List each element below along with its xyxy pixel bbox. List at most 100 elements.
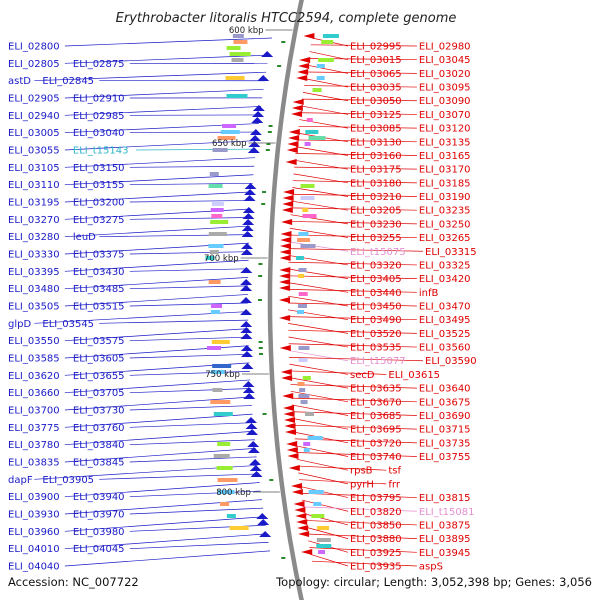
reverse-gene-arrow bbox=[279, 279, 291, 285]
leader-line bbox=[129, 371, 250, 376]
feature-block bbox=[302, 376, 311, 380]
gene-label: ELI_03005 bbox=[8, 128, 60, 139]
gene-label: ELI_03125 bbox=[350, 110, 402, 121]
forward-gene-arrow bbox=[240, 249, 253, 255]
feature-block bbox=[300, 244, 316, 248]
tick-label: 750 kbp bbox=[205, 370, 240, 380]
gene-label: ELI_03210 bbox=[350, 192, 402, 203]
gene-label: ELI_04045 bbox=[73, 544, 125, 555]
feature-block bbox=[213, 412, 233, 416]
gene-label: ELI_03635 bbox=[350, 384, 402, 395]
gene-label: ELI_03695 bbox=[350, 425, 402, 436]
gene-label: ELI_03935 bbox=[350, 562, 402, 573]
reverse-gene-arrow bbox=[279, 285, 291, 291]
leader-line bbox=[291, 397, 417, 403]
feature-block bbox=[226, 94, 248, 98]
reverse-gene-arrow bbox=[280, 369, 292, 375]
forward-gene-arrow bbox=[240, 333, 253, 339]
gene-label: leuD bbox=[73, 232, 96, 243]
leader-line bbox=[289, 357, 424, 362]
forward-gene-arrow bbox=[252, 111, 265, 117]
feature-marker bbox=[259, 353, 264, 355]
feature-block bbox=[299, 388, 306, 392]
feature-marker bbox=[266, 143, 271, 145]
leader-line bbox=[311, 560, 417, 567]
leader-line bbox=[64, 516, 265, 532]
feature-block bbox=[210, 370, 225, 374]
leader-line bbox=[129, 182, 253, 186]
gene-label: ELI_03040 bbox=[73, 128, 125, 139]
feature-block bbox=[316, 538, 331, 542]
forward-gene-arrow bbox=[261, 51, 274, 57]
leader-line bbox=[290, 377, 349, 389]
gene-label: ELI_03960 bbox=[8, 527, 60, 538]
gene-label: ELI_02985 bbox=[73, 111, 125, 122]
leader-line bbox=[64, 225, 250, 238]
leader-line bbox=[129, 542, 269, 550]
feature-block bbox=[212, 148, 228, 152]
feature-marker bbox=[277, 65, 282, 67]
gene-label: ELI_03840 bbox=[73, 440, 125, 451]
leader-line bbox=[288, 350, 349, 362]
gene-label: ELI_03615 bbox=[388, 370, 440, 381]
reverse-gene-arrow bbox=[279, 255, 291, 261]
leader-line bbox=[288, 289, 417, 293]
leader-line bbox=[294, 166, 417, 170]
leader-line bbox=[304, 520, 417, 526]
leader-line bbox=[64, 259, 249, 272]
feature-block bbox=[210, 400, 231, 404]
gene-label: ELI_03405 bbox=[350, 274, 402, 285]
reverse-gene-arrow bbox=[301, 549, 313, 555]
gene-label: ELI_03700 bbox=[8, 406, 60, 417]
feature-block bbox=[304, 142, 311, 146]
feature-block bbox=[313, 502, 322, 506]
feature-marker bbox=[268, 125, 273, 127]
genome-backbone bbox=[267, 0, 304, 600]
leader-line bbox=[290, 384, 417, 389]
forward-gene-arrow bbox=[241, 243, 254, 249]
feature-block bbox=[210, 220, 229, 224]
feature-block bbox=[318, 550, 326, 554]
leader-line bbox=[296, 458, 349, 471]
feature-block bbox=[298, 268, 307, 272]
reverse-gene-arrow bbox=[280, 243, 292, 249]
gene-label: ELI_03690 bbox=[419, 411, 471, 422]
feature-block bbox=[208, 232, 227, 236]
reverse-gene-arrow bbox=[291, 483, 303, 489]
leader-line bbox=[305, 526, 349, 539]
tick-label: 600 kbp bbox=[229, 26, 264, 36]
feature-block bbox=[209, 172, 219, 176]
leader-line bbox=[64, 533, 268, 550]
feature-block bbox=[306, 118, 313, 122]
gene-label: ELI_02980 bbox=[419, 42, 471, 53]
leader-line bbox=[288, 248, 424, 252]
forward-gene-arrow bbox=[242, 387, 255, 393]
leader-line bbox=[295, 153, 417, 156]
feature-block bbox=[207, 346, 222, 350]
leader-line bbox=[64, 277, 249, 290]
feature-block bbox=[317, 526, 330, 530]
gene-label: ELI_t15077 bbox=[350, 356, 406, 367]
feature-marker bbox=[262, 413, 267, 415]
gene-label: ELI_02905 bbox=[8, 94, 60, 105]
forward-gene-arrow bbox=[256, 513, 269, 519]
forward-gene-arrow bbox=[257, 519, 270, 525]
reverse-gene-arrow bbox=[284, 423, 296, 429]
feature-block bbox=[229, 52, 251, 56]
forward-gene-arrow bbox=[240, 321, 253, 327]
forward-gene-arrow bbox=[240, 309, 253, 315]
feature-block bbox=[298, 292, 308, 296]
leader-line bbox=[302, 98, 417, 102]
feature-block bbox=[316, 544, 332, 548]
feature-block bbox=[322, 34, 339, 38]
forward-gene-arrow bbox=[245, 423, 258, 429]
leader-line bbox=[64, 396, 252, 411]
reverse-gene-arrow bbox=[279, 249, 291, 255]
feature-block bbox=[220, 130, 240, 134]
forward-gene-arrow bbox=[242, 213, 255, 219]
leader-line bbox=[307, 64, 349, 74]
leader-line bbox=[129, 251, 249, 255]
feature-block bbox=[298, 346, 310, 350]
gene-label: ELI_03055 bbox=[8, 146, 60, 157]
